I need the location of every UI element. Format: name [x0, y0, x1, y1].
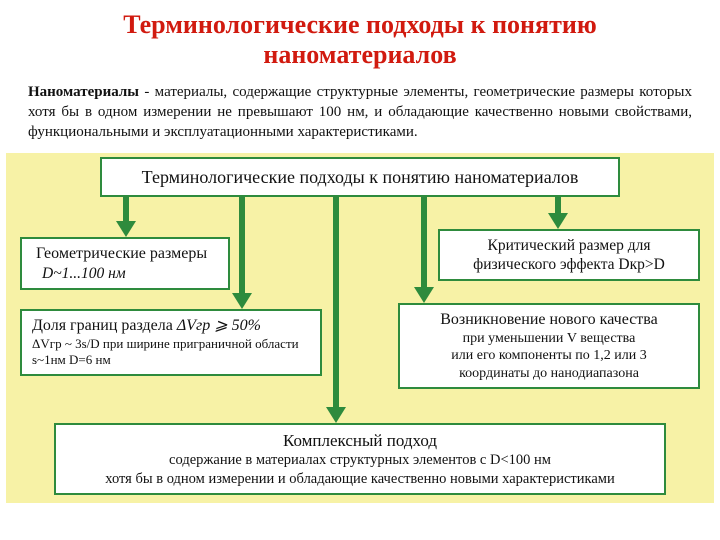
- box-complex-sub1: содержание в материалах структурных элем…: [62, 451, 658, 470]
- box-boundaries-title-sym: ΔVгр ⩾ 50%: [177, 317, 261, 334]
- box-boundaries-title: Доля границ раздела ΔVгр ⩾ 50%: [32, 316, 314, 336]
- box-new-quality-sub1: при уменьшении V вещества: [406, 330, 692, 348]
- arrow-stem: [555, 197, 561, 213]
- page-title: Терминологические подходы к понятию нано…: [0, 0, 720, 78]
- arrow-head-icon: [326, 407, 346, 423]
- box-geometric-title: Геометрические размеры: [32, 244, 222, 264]
- definition-term: Наноматериалы: [28, 84, 139, 100]
- box-complex: Комплексный подход содержание в материал…: [54, 423, 666, 496]
- diagram-top-label: Терминологические подходы к понятию нано…: [142, 167, 579, 187]
- definition-paragraph: Наноматериалы - материалы, содержащие ст…: [0, 78, 720, 153]
- box-complex-sub2: хотя бы в одном измерении и обладающие к…: [62, 470, 658, 489]
- arrow-stem: [239, 197, 245, 293]
- box-geometric-line2: D~1...100 нм: [32, 264, 222, 283]
- arrow-stem: [123, 197, 129, 221]
- box-new-quality: Возникновение нового качества при уменьш…: [398, 303, 700, 390]
- box-new-quality-title: Возникновение нового качества: [406, 310, 692, 330]
- diagram-top-box: Терминологические подходы к понятию нано…: [100, 157, 620, 198]
- diagram-canvas: Терминологические подходы к понятию нано…: [6, 153, 714, 503]
- box-new-quality-sub3: координаты до нанодиапазона: [406, 365, 692, 383]
- box-critical-line2: физического эффекта Dкр>D: [446, 255, 692, 274]
- box-boundaries-title-pre: Доля границ раздела: [32, 317, 177, 334]
- arrow-head-icon: [232, 293, 252, 309]
- box-new-quality-sub2: или его компоненты по 1,2 или 3: [406, 347, 692, 365]
- box-critical: Критический размер для физического эффек…: [438, 229, 700, 282]
- box-boundaries: Доля границ раздела ΔVгр ⩾ 50% ΔVгр ~ 3s…: [20, 309, 322, 377]
- arrow-head-icon: [414, 287, 434, 303]
- box-critical-line2-text: физического эффекта Dкр>D: [473, 256, 665, 273]
- box-boundaries-sub: ΔVгр ~ 3s/D при ширине приграничной обла…: [32, 336, 314, 370]
- arrow-stem: [333, 197, 339, 407]
- arrow-stem: [421, 197, 427, 287]
- arrow-head-icon: [116, 221, 136, 237]
- box-geometric: Геометрические размеры D~1...100 нм: [20, 237, 230, 290]
- arrow-head-icon: [548, 213, 568, 229]
- box-critical-line1: Критический размер для: [446, 236, 692, 255]
- box-complex-title: Комплексный подход: [62, 430, 658, 451]
